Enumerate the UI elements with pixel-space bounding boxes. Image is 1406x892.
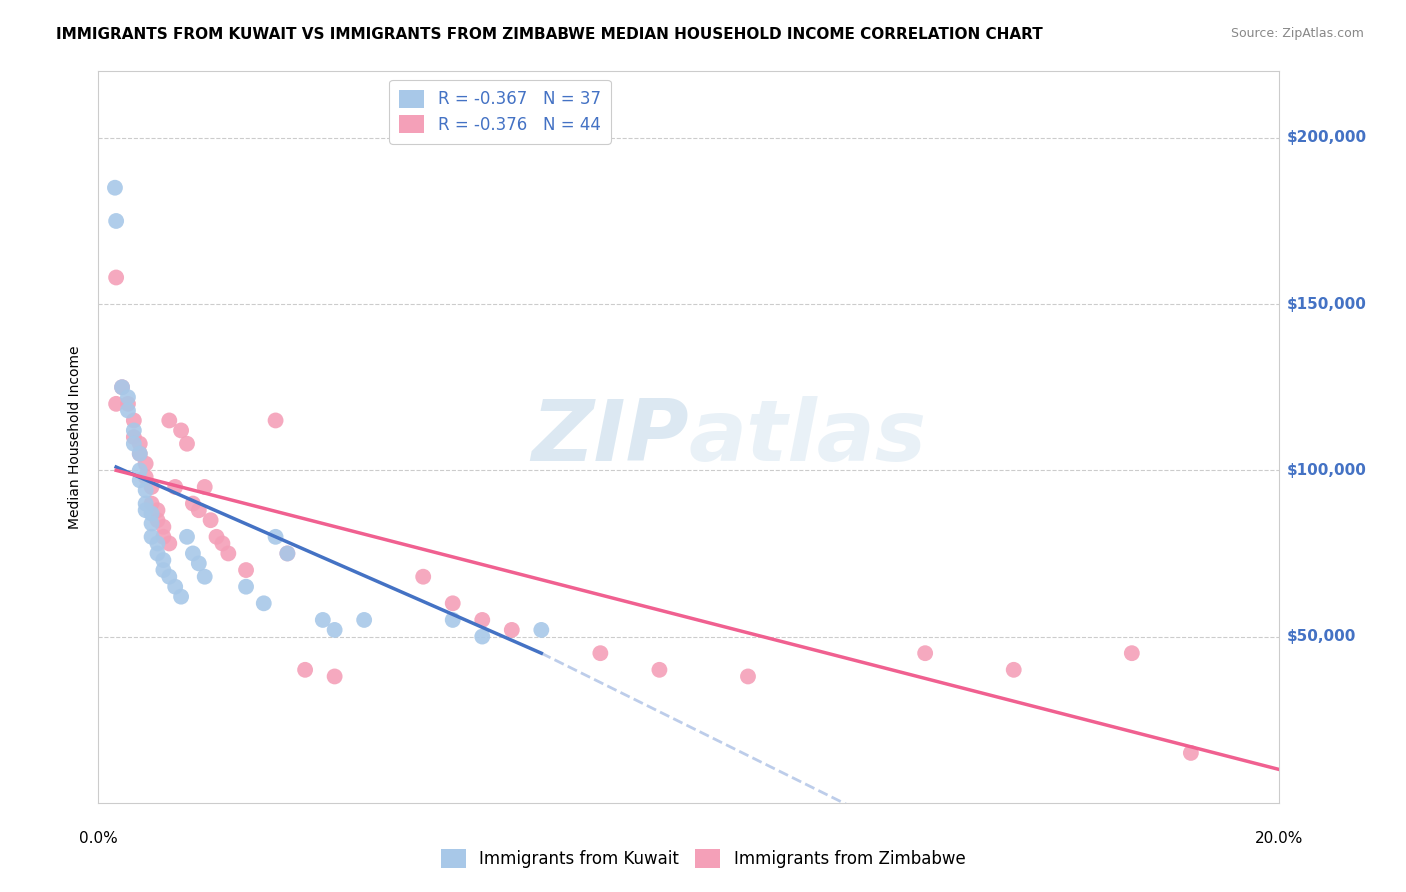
Text: 20.0%: 20.0% — [1256, 831, 1303, 846]
Point — [353, 613, 375, 627]
Point — [146, 536, 169, 550]
Point — [165, 480, 187, 494]
Text: IMMIGRANTS FROM KUWAIT VS IMMIGRANTS FROM ZIMBABWE MEDIAN HOUSEHOLD INCOME CORRE: IMMIGRANTS FROM KUWAIT VS IMMIGRANTS FRO… — [56, 27, 1043, 42]
Point — [146, 513, 169, 527]
Point — [141, 530, 163, 544]
Point — [176, 530, 198, 544]
Point — [141, 480, 163, 494]
Point — [1180, 746, 1202, 760]
Point — [128, 447, 150, 461]
Point — [187, 557, 209, 571]
Point — [264, 530, 287, 544]
Point — [128, 473, 150, 487]
Point — [135, 503, 157, 517]
Point — [122, 436, 145, 450]
Text: $150,000: $150,000 — [1286, 297, 1367, 311]
Point — [141, 497, 163, 511]
Point — [205, 530, 228, 544]
Point — [737, 669, 759, 683]
Legend: Immigrants from Kuwait, Immigrants from Zimbabwe: Immigrants from Kuwait, Immigrants from … — [434, 843, 972, 875]
Point — [471, 613, 494, 627]
Text: atlas: atlas — [689, 395, 927, 479]
Text: $200,000: $200,000 — [1286, 130, 1367, 145]
Point — [235, 580, 257, 594]
Point — [152, 563, 174, 577]
Y-axis label: Median Household Income: Median Household Income — [69, 345, 83, 529]
Point — [128, 447, 150, 461]
Point — [104, 180, 127, 194]
Point — [501, 623, 523, 637]
Point — [276, 546, 298, 560]
Text: $50,000: $50,000 — [1286, 629, 1355, 644]
Point — [194, 480, 217, 494]
Point — [648, 663, 671, 677]
Point — [294, 663, 316, 677]
Point — [117, 397, 139, 411]
Text: ZIP: ZIP — [531, 395, 689, 479]
Point — [441, 613, 464, 627]
Point — [157, 570, 180, 584]
Point — [235, 563, 257, 577]
Point — [253, 596, 276, 610]
Point — [105, 397, 128, 411]
Point — [1002, 663, 1025, 677]
Text: Source: ZipAtlas.com: Source: ZipAtlas.com — [1230, 27, 1364, 40]
Point — [146, 503, 169, 517]
Point — [170, 424, 193, 438]
Point — [117, 390, 139, 404]
Point — [105, 270, 128, 285]
Point — [211, 536, 233, 550]
Point — [181, 497, 204, 511]
Point — [181, 546, 204, 560]
Point — [217, 546, 239, 560]
Point — [589, 646, 612, 660]
Point — [1121, 646, 1143, 660]
Point — [165, 580, 187, 594]
Point — [200, 513, 222, 527]
Point — [117, 403, 139, 417]
Point — [141, 507, 163, 521]
Point — [128, 463, 150, 477]
Point — [152, 520, 174, 534]
Point — [312, 613, 335, 627]
Point — [323, 623, 346, 637]
Point — [412, 570, 434, 584]
Point — [170, 590, 193, 604]
Point — [176, 436, 198, 450]
Point — [471, 630, 494, 644]
Point — [141, 516, 163, 531]
Point — [105, 214, 128, 228]
Point — [530, 623, 553, 637]
Point — [152, 553, 174, 567]
Point — [323, 669, 346, 683]
Point — [264, 413, 287, 427]
Point — [914, 646, 936, 660]
Point — [135, 483, 157, 498]
Point — [152, 530, 174, 544]
Point — [157, 536, 180, 550]
Point — [441, 596, 464, 610]
Point — [135, 497, 157, 511]
Point — [146, 546, 169, 560]
Text: 0.0%: 0.0% — [79, 831, 118, 846]
Point — [135, 457, 157, 471]
Legend: R = -0.367   N = 37, R = -0.376   N = 44: R = -0.367 N = 37, R = -0.376 N = 44 — [389, 79, 610, 144]
Point — [111, 380, 134, 394]
Point — [187, 503, 209, 517]
Point — [111, 380, 134, 394]
Point — [122, 424, 145, 438]
Point — [135, 470, 157, 484]
Point — [276, 546, 298, 560]
Point — [157, 413, 180, 427]
Point — [128, 436, 150, 450]
Point — [122, 430, 145, 444]
Point — [122, 413, 145, 427]
Text: $100,000: $100,000 — [1286, 463, 1367, 478]
Point — [194, 570, 217, 584]
